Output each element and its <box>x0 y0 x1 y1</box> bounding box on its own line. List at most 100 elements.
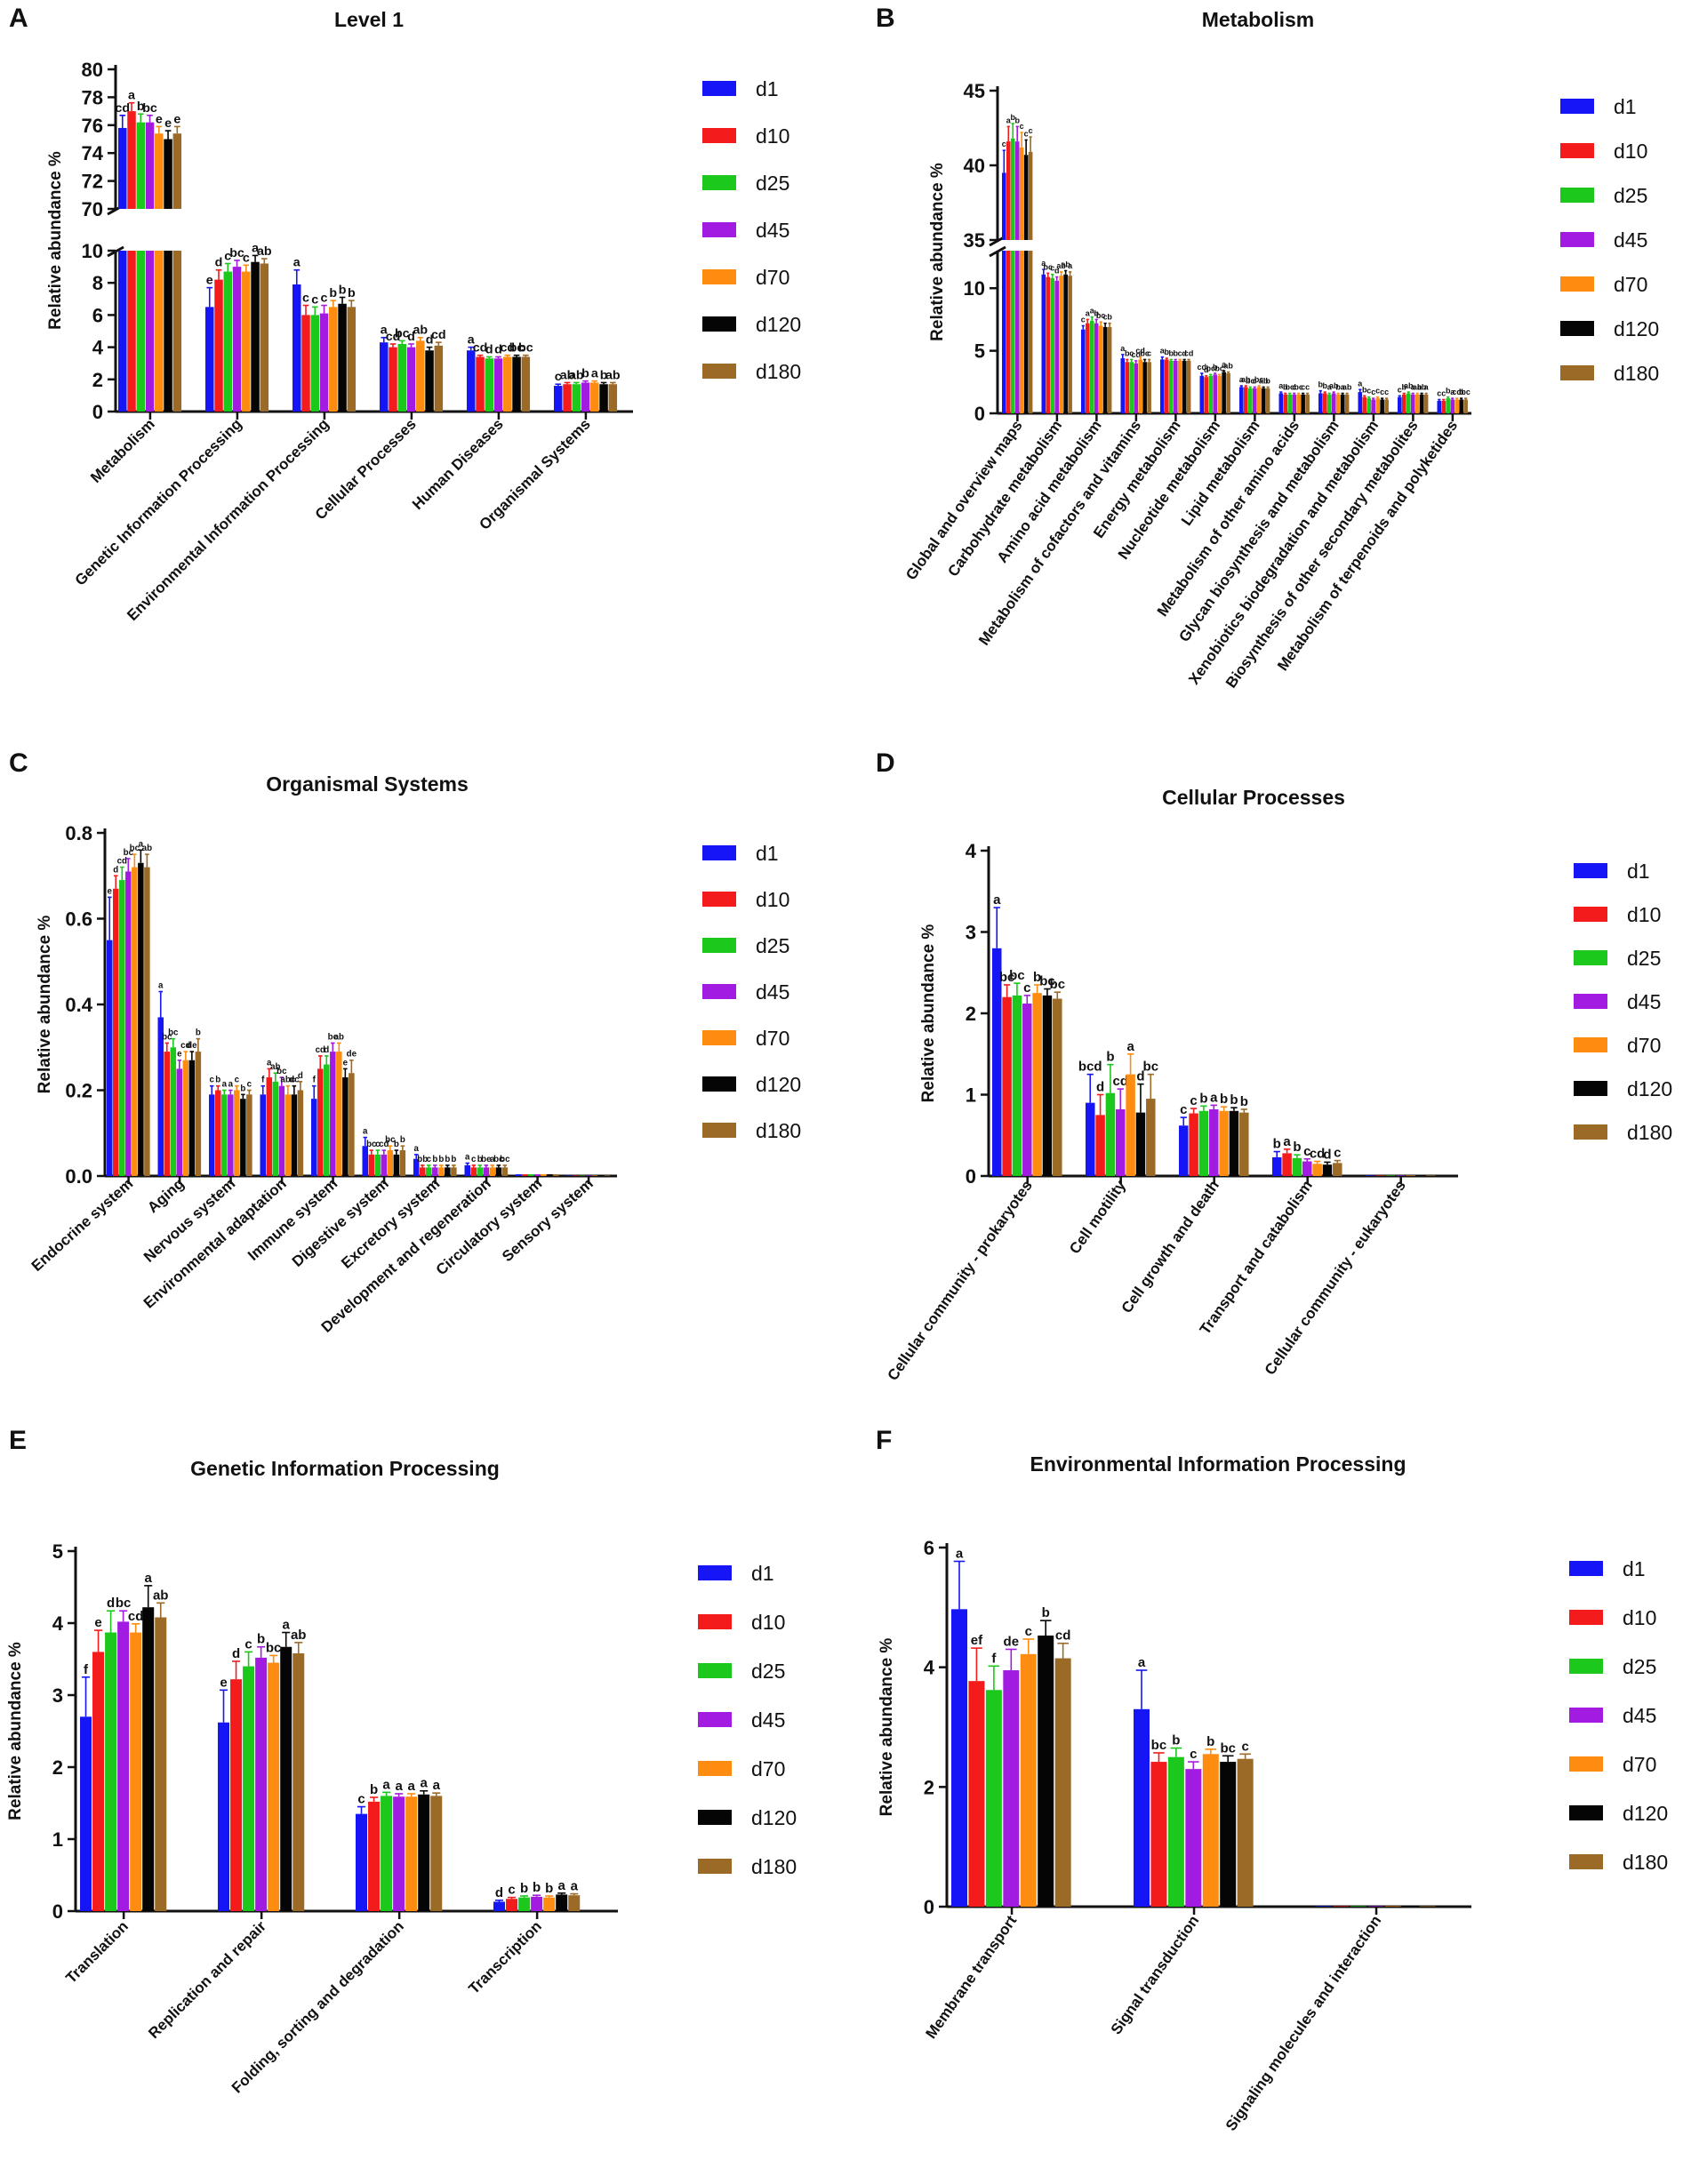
significance-label: e <box>177 1050 182 1060</box>
bar-d180 <box>1028 251 1033 413</box>
bar-d10 <box>301 315 310 412</box>
bar-d180 <box>293 1653 305 1911</box>
legend-label: d25 <box>756 172 789 195</box>
bar-d1 <box>293 284 301 412</box>
bar-d25 <box>272 1081 279 1176</box>
significance-label: cd <box>1184 348 1194 357</box>
bar-d25 <box>1208 375 1214 413</box>
bar-d45 <box>483 1167 490 1176</box>
significance-label: c <box>247 1080 252 1090</box>
bar-d180 <box>1384 399 1389 413</box>
significance-label: b <box>1042 1605 1050 1620</box>
significance-label: ab <box>1404 381 1414 390</box>
legend: d1 d10 d25 d45 d70 d120 d180 <box>1574 860 1672 1144</box>
significance-label: c <box>1334 1146 1341 1161</box>
y-tick-label: 35 <box>964 229 985 252</box>
significance-label: c <box>1384 388 1389 396</box>
bar-d120 <box>1415 1175 1426 1176</box>
bar-d70 <box>1177 360 1182 413</box>
bar-d120 <box>164 139 172 209</box>
x-category-label: Human Diseases <box>409 415 507 513</box>
panel-letter: A <box>9 4 28 33</box>
significance-label: ab <box>1259 376 1269 385</box>
significance-label: d <box>485 342 493 356</box>
significance-label: a <box>1068 261 1073 270</box>
significance-label: e <box>164 116 172 131</box>
bar-d10 <box>113 888 119 1176</box>
significance-label: bc <box>493 1155 504 1164</box>
y-tick-label: 0.2 <box>65 1080 92 1102</box>
bar-d70 <box>387 1150 394 1176</box>
legend-label: d180 <box>756 1119 801 1142</box>
x-category-label: Aging <box>144 1175 188 1216</box>
legend-swatch-d180 <box>702 1123 736 1138</box>
significance-label: b <box>533 1880 541 1895</box>
bar-d25 <box>1089 320 1094 413</box>
y-tick-label: 70 <box>82 198 103 220</box>
bar-d10 <box>389 347 397 412</box>
significance-label: b <box>1125 348 1130 357</box>
significance-label: bc <box>1285 382 1294 391</box>
significance-label: ab <box>1413 382 1423 391</box>
significance-label: ab <box>605 368 621 382</box>
legend-label: d10 <box>751 1611 785 1634</box>
significance-label: c <box>210 1076 215 1085</box>
y-tick-label: 10 <box>82 240 103 262</box>
significance-label: d <box>1136 1069 1144 1084</box>
significance-label: b <box>581 367 589 381</box>
y-tick-label: 72 <box>82 171 103 193</box>
significance-label: ef <box>971 1633 983 1648</box>
bar-d45 <box>125 871 132 1176</box>
bar-d70 <box>541 1174 547 1176</box>
bar-d25 <box>1050 277 1055 413</box>
bar-d25 <box>1105 1092 1116 1176</box>
significance-label: b <box>1010 113 1015 122</box>
legend-swatch-d45 <box>1569 1708 1603 1723</box>
bar-d70 <box>155 133 164 209</box>
bar-d10 <box>266 1077 273 1176</box>
bar-d45 <box>1396 1175 1406 1176</box>
significance-label: b <box>1168 348 1174 357</box>
bar-d1 <box>209 1094 215 1176</box>
bar-d180 <box>260 263 269 412</box>
bar-d45 <box>232 267 242 412</box>
legend-swatch-d10 <box>702 892 736 907</box>
bar-d45 <box>145 251 155 412</box>
legend-label: d10 <box>756 888 789 911</box>
bar-d10 <box>214 279 223 412</box>
significance-label: bc <box>395 326 410 340</box>
bar-d70 <box>1019 251 1024 413</box>
bar-d120 <box>1402 1906 1419 1907</box>
bar-d45 <box>493 358 503 412</box>
significance-label: b <box>438 1155 444 1164</box>
bar-d70 <box>234 1090 240 1176</box>
legend-swatch-d120 <box>1574 1081 1607 1096</box>
bar-d1 <box>1437 400 1442 413</box>
significance-label: a <box>1411 382 1416 391</box>
bar-d120 <box>1340 394 1345 413</box>
bar-d1 <box>1160 359 1165 413</box>
significance-label: c <box>1081 315 1086 324</box>
significance-label: a <box>381 324 389 338</box>
bar-d10 <box>573 1175 580 1176</box>
significance-label: b <box>1459 388 1464 396</box>
significance-label: cd <box>180 1041 190 1051</box>
significance-label: a <box>414 1144 420 1154</box>
bar-d10 <box>1095 1115 1105 1176</box>
bar-d180 <box>1344 394 1350 413</box>
legend-label: d45 <box>756 980 789 1004</box>
significance-label: b <box>1094 308 1099 317</box>
significance-label: d <box>494 342 502 356</box>
bar-d120 <box>418 1794 430 1911</box>
panel-letter: B <box>876 4 895 33</box>
y-tick-label: 0.4 <box>65 994 92 1016</box>
legend-swatch-d45 <box>1560 232 1594 247</box>
significance-label: b <box>1172 1733 1180 1748</box>
bar-d180 <box>430 1796 443 1911</box>
bar-d180 <box>1305 394 1310 413</box>
legend-swatch-d10 <box>1569 1610 1603 1625</box>
y-tick-label: 3 <box>966 922 976 944</box>
legend-label: d1 <box>751 1562 774 1585</box>
legend-swatch-d120 <box>1569 1805 1603 1820</box>
bar-d180 <box>521 356 531 412</box>
